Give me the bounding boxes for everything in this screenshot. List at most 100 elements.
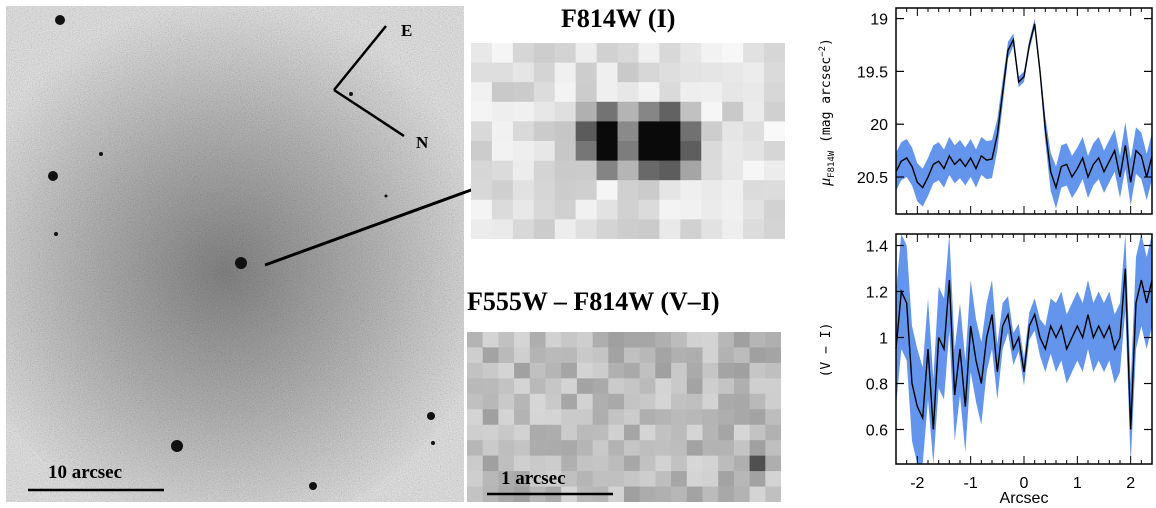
pixel [608, 362, 625, 379]
pixel [512, 121, 535, 142]
pixel [722, 141, 744, 162]
pixel [702, 455, 719, 472]
pixel [554, 101, 577, 122]
inset-scale-bar-label: 1 arcsec [501, 468, 566, 489]
pixel [764, 141, 785, 162]
scale-bar-label: 10 arcsec [48, 462, 122, 483]
pixel [554, 82, 577, 103]
pixel [545, 362, 562, 379]
pixel [514, 409, 531, 426]
pixel [686, 486, 703, 502]
pixel [545, 393, 562, 410]
pixel [733, 409, 751, 426]
pixel [701, 199, 723, 220]
pixel [512, 43, 535, 64]
y-tick-label: 19 [870, 12, 888, 29]
pixel [671, 455, 688, 472]
pixel [702, 378, 719, 395]
pixel [659, 43, 681, 64]
pixel [765, 424, 781, 441]
chart1-series-line [895, 23, 1153, 191]
pixel [718, 486, 735, 502]
pixel [533, 82, 556, 103]
pixel [617, 101, 639, 122]
pixel [498, 471, 515, 488]
pixel [554, 180, 577, 201]
pixel [639, 471, 656, 488]
pixel [718, 393, 735, 410]
pixel [498, 409, 515, 426]
pixel [617, 82, 639, 103]
pixel [733, 347, 751, 364]
pixel [722, 43, 744, 64]
pixel [529, 424, 546, 441]
pixel [491, 121, 514, 142]
pixel [749, 347, 766, 364]
pixel [680, 180, 702, 201]
pixel [467, 332, 484, 348]
pixel [512, 141, 535, 162]
pixel [702, 362, 719, 379]
pixel [749, 440, 766, 457]
pixel [624, 440, 641, 457]
inset-color-image: 1 arcsec [467, 332, 781, 502]
compass-east-label: E [401, 21, 412, 40]
pixel [561, 362, 578, 379]
pixel [608, 393, 625, 410]
pixel [749, 409, 766, 426]
pixel [701, 101, 723, 122]
pixel [764, 62, 785, 83]
pixel [576, 424, 594, 441]
pixel [471, 62, 493, 83]
pixel [529, 393, 546, 410]
pixel [718, 378, 735, 395]
pixel [545, 378, 562, 395]
pixel [722, 101, 744, 122]
pixel [639, 424, 656, 441]
pixel [722, 199, 744, 220]
pixel [576, 347, 594, 364]
pixel [482, 409, 499, 426]
pixel [765, 332, 781, 348]
pixel [743, 219, 765, 239]
pixel [533, 101, 556, 122]
pixel [624, 347, 641, 364]
pixel [680, 62, 702, 83]
pixel [765, 347, 781, 364]
pixel [592, 424, 609, 441]
pixel [576, 362, 594, 379]
pixel [467, 440, 484, 457]
pixel [655, 332, 672, 348]
pixel [471, 180, 493, 201]
pixel [617, 199, 639, 220]
pixel [749, 424, 766, 441]
pixel [749, 362, 766, 379]
pixel [702, 332, 719, 348]
pixel [561, 471, 578, 488]
pixel [596, 82, 619, 103]
pixel [592, 332, 609, 348]
pixel [608, 486, 625, 502]
pixel [733, 455, 751, 472]
pixel [529, 455, 546, 472]
pixel [701, 43, 723, 64]
pixel [702, 471, 719, 488]
pixel [764, 199, 785, 220]
pixel [686, 393, 703, 410]
pixel [592, 455, 609, 472]
pixel [467, 347, 484, 364]
pixel [512, 199, 535, 220]
compass [333, 25, 405, 138]
pixel [701, 121, 723, 142]
y-tick-label: 1.4 [866, 239, 888, 256]
pixel [671, 409, 688, 426]
pixel [686, 455, 703, 472]
pixel [533, 180, 556, 201]
pixel [491, 82, 514, 103]
pixel [545, 409, 562, 426]
y-tick-label: 19.5 [857, 64, 888, 81]
pixel [471, 141, 493, 162]
pixel [592, 471, 609, 488]
pixel [733, 393, 751, 410]
pixel [482, 455, 499, 472]
